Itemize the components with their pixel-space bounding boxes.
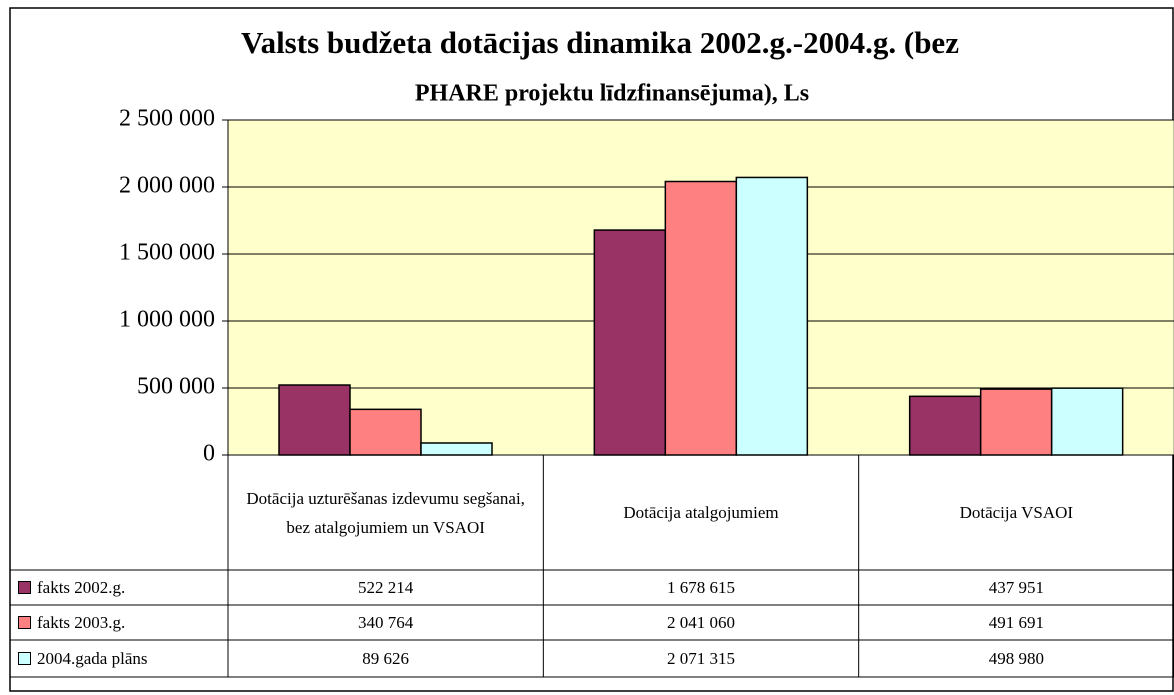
legend-entry-text: 2004.gada plāns bbox=[37, 649, 148, 668]
y-tick-label: 2 500 000 bbox=[119, 106, 215, 132]
data-label: 1 678 615 bbox=[543, 570, 858, 605]
y-tick-label: 2 000 000 bbox=[119, 173, 215, 199]
chart-title: Valsts budžeta dotācijas dinamika 2002.g… bbox=[241, 25, 959, 60]
y-tick-label: 1 000 000 bbox=[119, 307, 215, 333]
data-label: 340 764 bbox=[228, 605, 543, 640]
category-label-text: Dotācija atalgojumiem bbox=[623, 503, 779, 522]
legend-entry-text: fakts 2002.g. bbox=[37, 578, 126, 597]
legend-key bbox=[18, 616, 31, 629]
bar bbox=[349, 408, 422, 456]
data-label-text: 498 980 bbox=[988, 649, 1044, 668]
data-label-text: 89 626 bbox=[362, 649, 410, 668]
data-label: 522 214 bbox=[228, 570, 543, 605]
data-label-text: 2 041 060 bbox=[666, 613, 735, 632]
legend-key bbox=[18, 652, 31, 665]
legend-entry: 2004.gada plāns bbox=[10, 640, 228, 677]
bar bbox=[593, 229, 667, 456]
bar bbox=[420, 442, 493, 456]
bar bbox=[979, 388, 1053, 456]
chart-title: PHARE projektu līdzfinansējuma), Ls bbox=[415, 81, 809, 107]
data-label-text: 1 678 615 bbox=[666, 578, 735, 597]
category-label: Dotācija uzturēšanas izdevumu segšanai, … bbox=[228, 455, 543, 570]
legend-entry: fakts 2002.g. bbox=[10, 570, 228, 605]
y-tick-label: 500 000 bbox=[137, 374, 215, 400]
category-label-text: Dotācija uzturēšanas izdevumu segšanai, … bbox=[246, 488, 525, 537]
legend-key bbox=[18, 581, 31, 594]
data-label: 491 691 bbox=[859, 605, 1174, 640]
data-label-text: 491 691 bbox=[988, 613, 1044, 632]
category-label-text: Dotācija VSAOI bbox=[959, 503, 1074, 522]
y-tick-label: 1 500 000 bbox=[119, 240, 215, 266]
legend-entry-text: fakts 2003.g. bbox=[37, 613, 126, 632]
data-label: 498 980 bbox=[859, 640, 1174, 677]
bar bbox=[664, 180, 738, 456]
data-label: 437 951 bbox=[859, 570, 1174, 605]
data-label: 89 626 bbox=[228, 640, 543, 677]
legend-entry: fakts 2003.g. bbox=[10, 605, 228, 640]
data-label-text: 340 764 bbox=[358, 613, 414, 632]
category-label: Dotācija atalgojumiem bbox=[543, 455, 858, 570]
bar bbox=[908, 395, 982, 456]
data-label: 2 041 060 bbox=[543, 605, 858, 640]
data-label-text: 2 071 315 bbox=[666, 649, 735, 668]
bar bbox=[278, 384, 351, 456]
data-label-text: 437 951 bbox=[988, 578, 1044, 597]
category-label: Dotācija VSAOI bbox=[859, 455, 1174, 570]
bar bbox=[735, 176, 809, 456]
bar bbox=[1050, 387, 1124, 456]
y-tick-label: 0 bbox=[203, 441, 215, 467]
data-label-text: 522 214 bbox=[358, 578, 414, 597]
data-label: 2 071 315 bbox=[543, 640, 858, 677]
